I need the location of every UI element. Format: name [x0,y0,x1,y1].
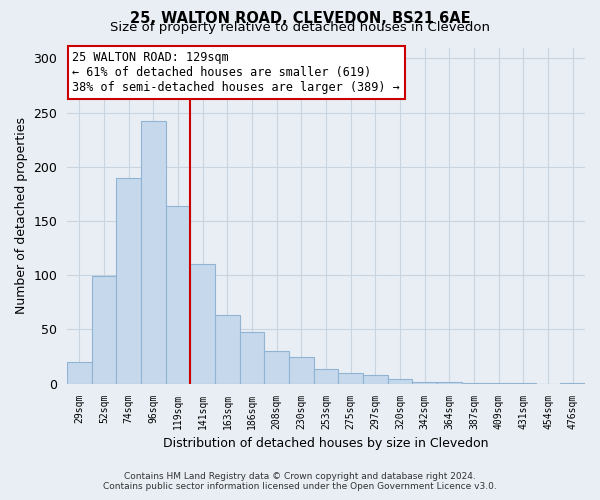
Bar [437,382,462,384]
Bar [67,362,92,384]
Bar [289,356,314,384]
Text: Size of property relative to detached houses in Clevedon: Size of property relative to detached ho… [110,21,490,34]
Bar [511,382,536,384]
Bar [190,264,215,384]
X-axis label: Distribution of detached houses by size in Clevedon: Distribution of detached houses by size … [163,437,489,450]
Text: 25 WALTON ROAD: 129sqm
← 61% of detached houses are smaller (619)
38% of semi-de: 25 WALTON ROAD: 129sqm ← 61% of detached… [73,51,400,94]
Bar [116,178,141,384]
Bar [215,316,240,384]
Bar [265,351,289,384]
Bar [363,375,388,384]
Bar [141,121,166,384]
Bar [560,382,585,384]
Text: 25, WALTON ROAD, CLEVEDON, BS21 6AE: 25, WALTON ROAD, CLEVEDON, BS21 6AE [130,11,470,26]
Bar [166,206,190,384]
Bar [92,276,116,384]
Text: Contains HM Land Registry data © Crown copyright and database right 2024.
Contai: Contains HM Land Registry data © Crown c… [103,472,497,491]
Bar [314,368,338,384]
Bar [338,373,363,384]
Bar [240,332,265,384]
Bar [412,382,437,384]
Y-axis label: Number of detached properties: Number of detached properties [15,117,28,314]
Bar [487,382,511,384]
Bar [462,382,487,384]
Bar [388,380,412,384]
